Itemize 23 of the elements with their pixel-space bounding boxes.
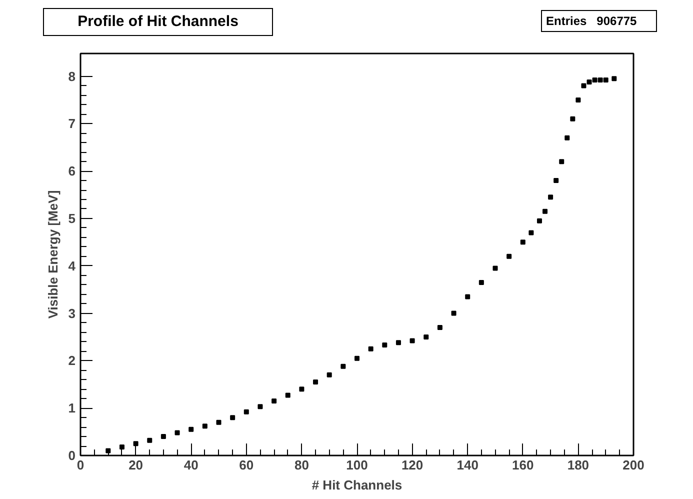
y-tick-label: 4 [68,258,76,274]
y-tick-label: 2 [68,353,76,368]
y-tick-label: 6 [68,164,76,179]
text: Entries 906775 [546,13,637,30]
y-tick-label: 5 [68,210,76,226]
x-tick-label: 120 [401,458,424,472]
y-tick-label: 1 [68,400,76,416]
x-tick-label: 40 [184,458,198,472]
x-tick-label: 180 [567,458,590,472]
y-tick-label: 0 [68,448,76,463]
x-tick-label: 80 [294,458,309,472]
x-tick-label: 20 [128,458,144,472]
x-tick-label: 140 [456,458,478,472]
y-tick-label: 3 [68,306,76,321]
chart-title: Profile of Hit Channels [78,12,238,32]
x-tick-label: 160 [512,458,534,472]
y-axis-title: Visible Energy [MeV] [45,190,60,319]
x-tick-label: 60 [239,458,254,472]
y-tick-label: 7 [68,116,76,132]
x-tick-label: 100 [346,458,368,472]
x-tick-label: 200 [622,458,644,472]
x-axis-title: # Hit Channels [312,478,402,492]
y-tick-label: 8 [68,68,76,84]
